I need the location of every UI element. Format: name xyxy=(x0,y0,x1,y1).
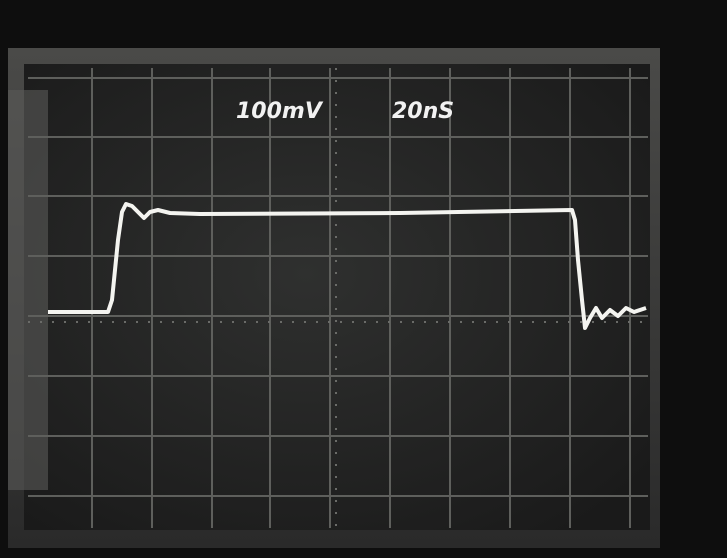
volts-label: 100mV xyxy=(236,99,324,124)
time-label: 20nS xyxy=(392,99,454,124)
graticule xyxy=(28,68,648,528)
center-ticks xyxy=(28,68,648,528)
waveform xyxy=(48,202,647,330)
bezel-edge xyxy=(8,90,48,490)
